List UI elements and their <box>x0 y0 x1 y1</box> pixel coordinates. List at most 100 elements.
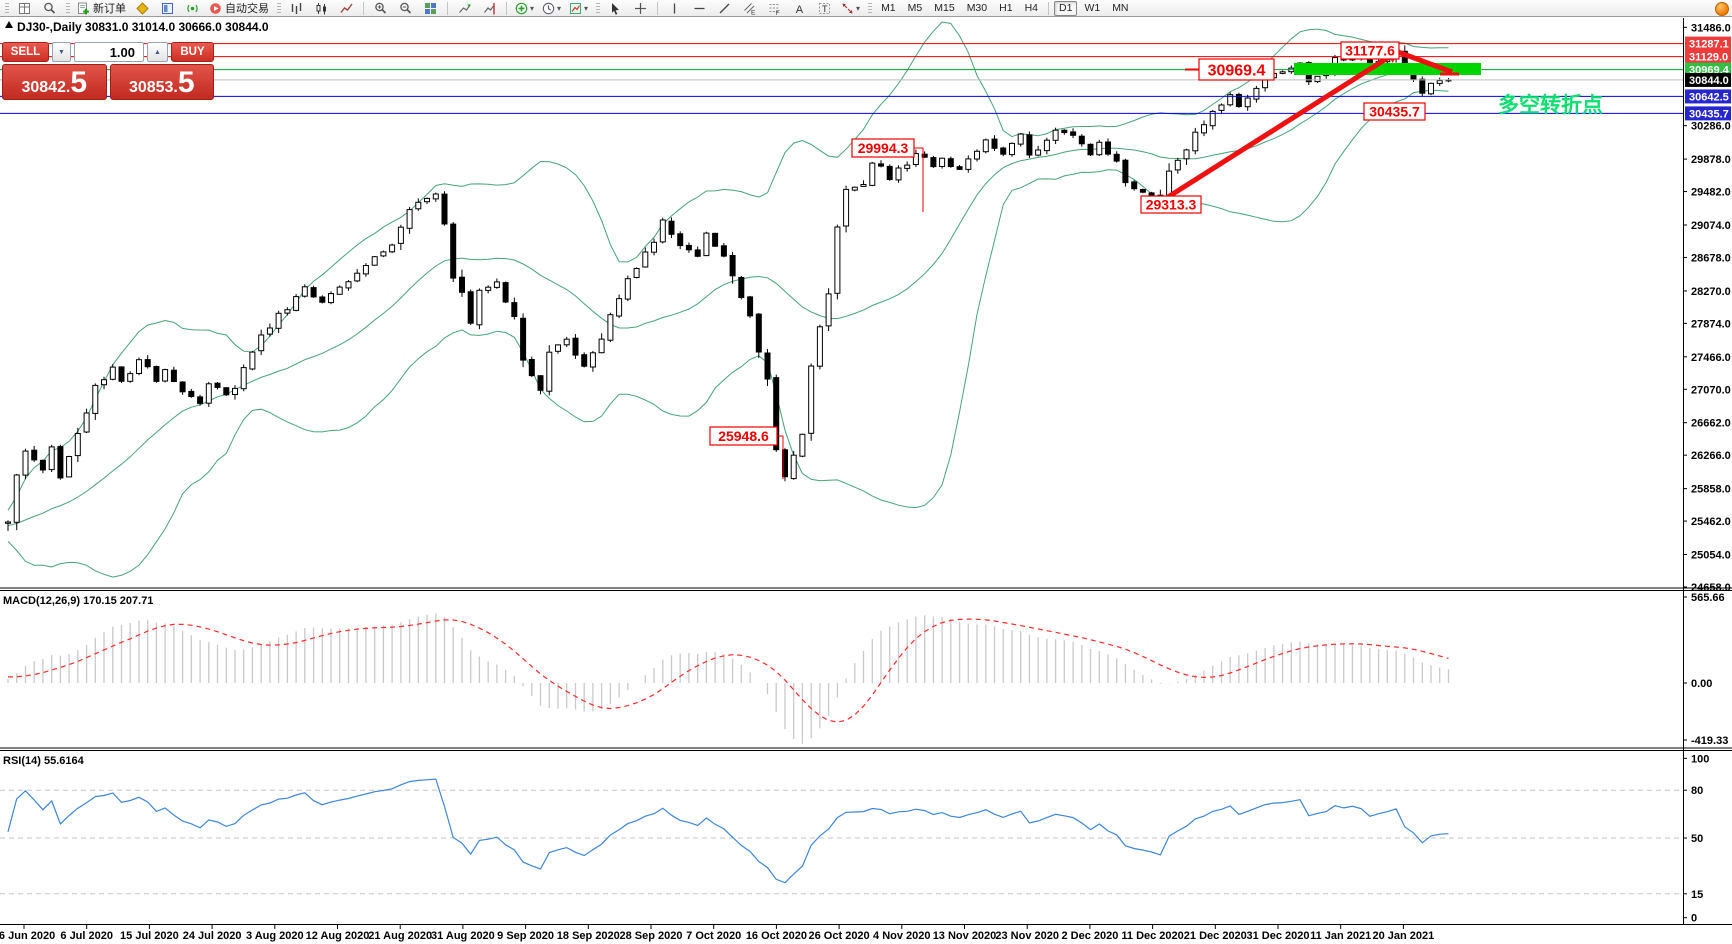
svg-text:T: T <box>822 4 828 15</box>
bar-chart-mode-icon[interactable] <box>285 0 308 17</box>
toolbar-grip <box>5 2 9 14</box>
svg-text:29994.3: 29994.3 <box>858 140 909 156</box>
trendline-icon[interactable] <box>713 0 736 17</box>
candlestick-mode-icon[interactable] <box>310 0 333 17</box>
buy-button[interactable]: BUY <box>171 42 214 62</box>
svg-text:28 Sep 2020: 28 Sep 2020 <box>620 930 683 942</box>
timeframe-h4-button[interactable]: H4 <box>1024 1 1038 14</box>
svg-text:23 Nov 2020: 23 Nov 2020 <box>995 930 1059 942</box>
svg-text:A: A <box>796 3 804 14</box>
svg-text:31129.0: 31129.0 <box>1689 52 1728 64</box>
vertical-line-icon[interactable] <box>663 0 686 17</box>
svg-text:6 Jul 2020: 6 Jul 2020 <box>60 930 113 942</box>
sell-price-main: 30842. <box>21 79 71 96</box>
svg-text:21 Aug 2020: 21 Aug 2020 <box>368 930 432 942</box>
svg-text:F: F <box>776 9 780 14</box>
date-axis: 26 Jun 2020 6 Jul 2020 15 Jul 2020 24 Jul 2… <box>0 925 1434 942</box>
arrows-icon[interactable]: ▾ <box>838 0 863 17</box>
main-price-pane <box>5 21 1452 578</box>
equidistant-channel-icon[interactable]: E <box>738 0 761 17</box>
toolbar: 新订单 自动交易 ▾ ▾ ▾ E F A T ▾ M1 M5 M15 M30 H1 H4 D1 W1 MN <box>0 0 1732 17</box>
rsi-scale: 100 80 50 15 0 <box>1683 753 1709 925</box>
svg-text:26 Oct 2020: 26 Oct 2020 <box>809 930 870 942</box>
market-watch-icon[interactable] <box>131 0 154 17</box>
svg-text:-419.33: -419.33 <box>1691 735 1728 747</box>
chart-title: DJ30-,Daily 30831.0 31014.0 30666.0 3084… <box>5 20 269 34</box>
svg-text:多空转折点: 多空转折点 <box>1498 93 1603 117</box>
svg-text:28678.0: 28678.0 <box>1691 252 1731 264</box>
cursor-icon[interactable] <box>604 0 627 17</box>
timeframe-mn-button[interactable]: MN <box>1112 1 1129 14</box>
timeframe-h1-button[interactable]: H1 <box>999 1 1013 14</box>
new-chart-icon[interactable] <box>13 0 36 17</box>
periods-icon[interactable]: ▾ <box>539 0 564 17</box>
svg-text:0.00: 0.00 <box>1691 678 1712 690</box>
svg-text:31486.0: 31486.0 <box>1691 22 1731 34</box>
svg-text:26662.0: 26662.0 <box>1691 418 1731 430</box>
svg-text:30969.4: 30969.4 <box>1208 62 1266 79</box>
sell-price-display[interactable]: 30842. 5 <box>2 64 107 100</box>
buy-price-main: 30853. <box>128 79 178 96</box>
svg-text:26266.0: 26266.0 <box>1691 450 1731 462</box>
toolbar-separator <box>363 1 364 15</box>
price-axis: 31486.0 30286.0 29878.0 29482.0 29074.0 28678… <box>1683 18 1731 924</box>
annotations: 30969.4 31177.6 30435.7 29994.3 29313.3 25948… <box>709 41 1603 479</box>
sell-price-pip: 5 <box>70 66 88 100</box>
templates-icon[interactable]: ▾ <box>566 0 591 17</box>
crosshair-icon[interactable] <box>629 0 652 17</box>
tile-windows-icon[interactable] <box>419 0 442 17</box>
toolbar-grip <box>66 2 70 14</box>
timeframe-m1-button[interactable]: M1 <box>881 1 896 14</box>
horizontal-line-icon[interactable] <box>688 0 711 17</box>
timeframe-m15-button[interactable]: M15 <box>934 1 955 14</box>
svg-text:3 Aug 2020: 3 Aug 2020 <box>246 930 304 942</box>
svg-text:11 Jan 2021: 11 Jan 2021 <box>1310 930 1371 942</box>
timeframe-d1-button[interactable]: D1 <box>1054 0 1078 16</box>
sell-button[interactable]: SELL <box>2 42 49 62</box>
chart-shift-icon[interactable] <box>478 0 501 17</box>
fibonacci-icon[interactable]: F <box>763 0 786 17</box>
svg-text:0: 0 <box>1691 913 1697 925</box>
svg-text:27874.0: 27874.0 <box>1691 318 1731 330</box>
line-chart-mode-icon[interactable] <box>335 0 358 17</box>
notification-icon[interactable] <box>1715 2 1729 16</box>
add-indicator-icon[interactable]: ▾ <box>512 0 537 17</box>
new-order-icon[interactable]: 新订单 <box>74 0 129 17</box>
timeframe-m5-button[interactable]: M5 <box>907 1 923 14</box>
svg-text:29482.0: 29482.0 <box>1691 187 1731 199</box>
timeframe-w1-button[interactable]: W1 <box>1084 1 1101 14</box>
svg-text:50: 50 <box>1691 833 1703 845</box>
rsi-pane <box>0 778 1683 895</box>
macd-label: MACD(12,26,9) 170.15 207.71 <box>3 595 153 607</box>
svg-text:7 Oct 2020: 7 Oct 2020 <box>686 930 741 942</box>
signals-icon[interactable] <box>181 0 204 17</box>
navigator-icon[interactable] <box>156 0 179 17</box>
svg-text:31177.6: 31177.6 <box>1345 43 1395 59</box>
svg-text:29878.0: 29878.0 <box>1691 154 1731 166</box>
auto-trading-icon[interactable]: 自动交易 <box>206 0 272 17</box>
timeframe-m30-button[interactable]: M30 <box>966 1 988 14</box>
toolbar-grip <box>596 2 601 14</box>
macd-pane <box>7 613 1450 744</box>
zoom-out-icon[interactable] <box>394 0 417 17</box>
svg-text:20 Jan 2021: 20 Jan 2021 <box>1373 930 1435 942</box>
svg-text:13 Nov 2020: 13 Nov 2020 <box>933 930 997 942</box>
auto-scroll-icon[interactable] <box>453 0 476 17</box>
text-label-icon[interactable]: T <box>813 0 836 17</box>
volume-input[interactable]: 1.00 <box>74 42 144 62</box>
buy-price-display[interactable]: 30853. 5 <box>109 64 214 100</box>
zoom-in-icon[interactable] <box>369 0 392 17</box>
toolbar-separator <box>657 1 659 15</box>
svg-text:24 Jul 2020: 24 Jul 2020 <box>183 930 242 942</box>
svg-text:29313.3: 29313.3 <box>1146 197 1197 213</box>
svg-text:29074.0: 29074.0 <box>1691 220 1731 232</box>
svg-text:565.66: 565.66 <box>1691 592 1725 604</box>
text-icon[interactable]: A <box>788 0 811 17</box>
svg-text:15: 15 <box>1691 889 1703 901</box>
volume-decrease-button[interactable] <box>52 42 71 62</box>
toolbar-separator <box>506 1 507 15</box>
svg-text:30286.0: 30286.0 <box>1691 121 1731 133</box>
profiles-icon[interactable] <box>38 0 61 17</box>
volume-increase-button[interactable] <box>147 42 168 62</box>
